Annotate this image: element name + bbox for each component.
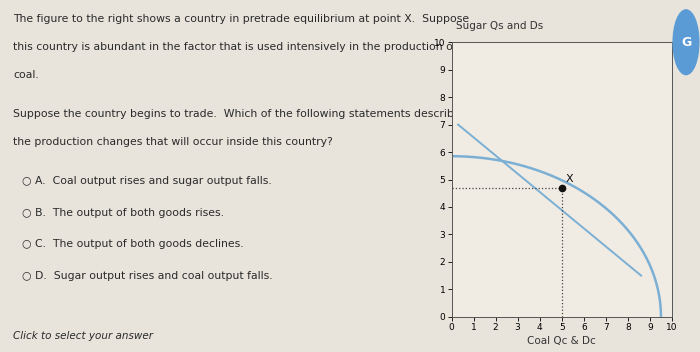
X-axis label: Coal Qc & Dc: Coal Qc & Dc bbox=[527, 336, 596, 346]
Text: Suppose the country begins to trade.  Which of the following statements describe: Suppose the country begins to trade. Whi… bbox=[13, 109, 466, 119]
Text: Click to select your answer: Click to select your answer bbox=[13, 331, 153, 341]
Text: ○ C.  The output of both goods declines.: ○ C. The output of both goods declines. bbox=[22, 239, 243, 249]
Text: ○ D.  Sugar output rises and coal output falls.: ○ D. Sugar output rises and coal output … bbox=[22, 271, 272, 281]
Text: X: X bbox=[566, 174, 574, 184]
Text: ○ A.  Coal output rises and sugar output falls.: ○ A. Coal output rises and sugar output … bbox=[22, 176, 272, 186]
Circle shape bbox=[673, 10, 699, 75]
Text: The figure to the right shows a country in pretrade equilibrium at point X.  Sup: The figure to the right shows a country … bbox=[13, 14, 469, 24]
Text: G: G bbox=[681, 36, 691, 49]
Text: coal.: coal. bbox=[13, 70, 38, 80]
Text: Sugar Qs and Ds: Sugar Qs and Ds bbox=[456, 21, 543, 31]
Text: ○ B.  The output of both goods rises.: ○ B. The output of both goods rises. bbox=[22, 208, 223, 218]
Text: the production changes that will occur inside this country?: the production changes that will occur i… bbox=[13, 137, 332, 147]
Text: this country is abundant in the factor that is used intensively in the productio: this country is abundant in the factor t… bbox=[13, 42, 456, 52]
